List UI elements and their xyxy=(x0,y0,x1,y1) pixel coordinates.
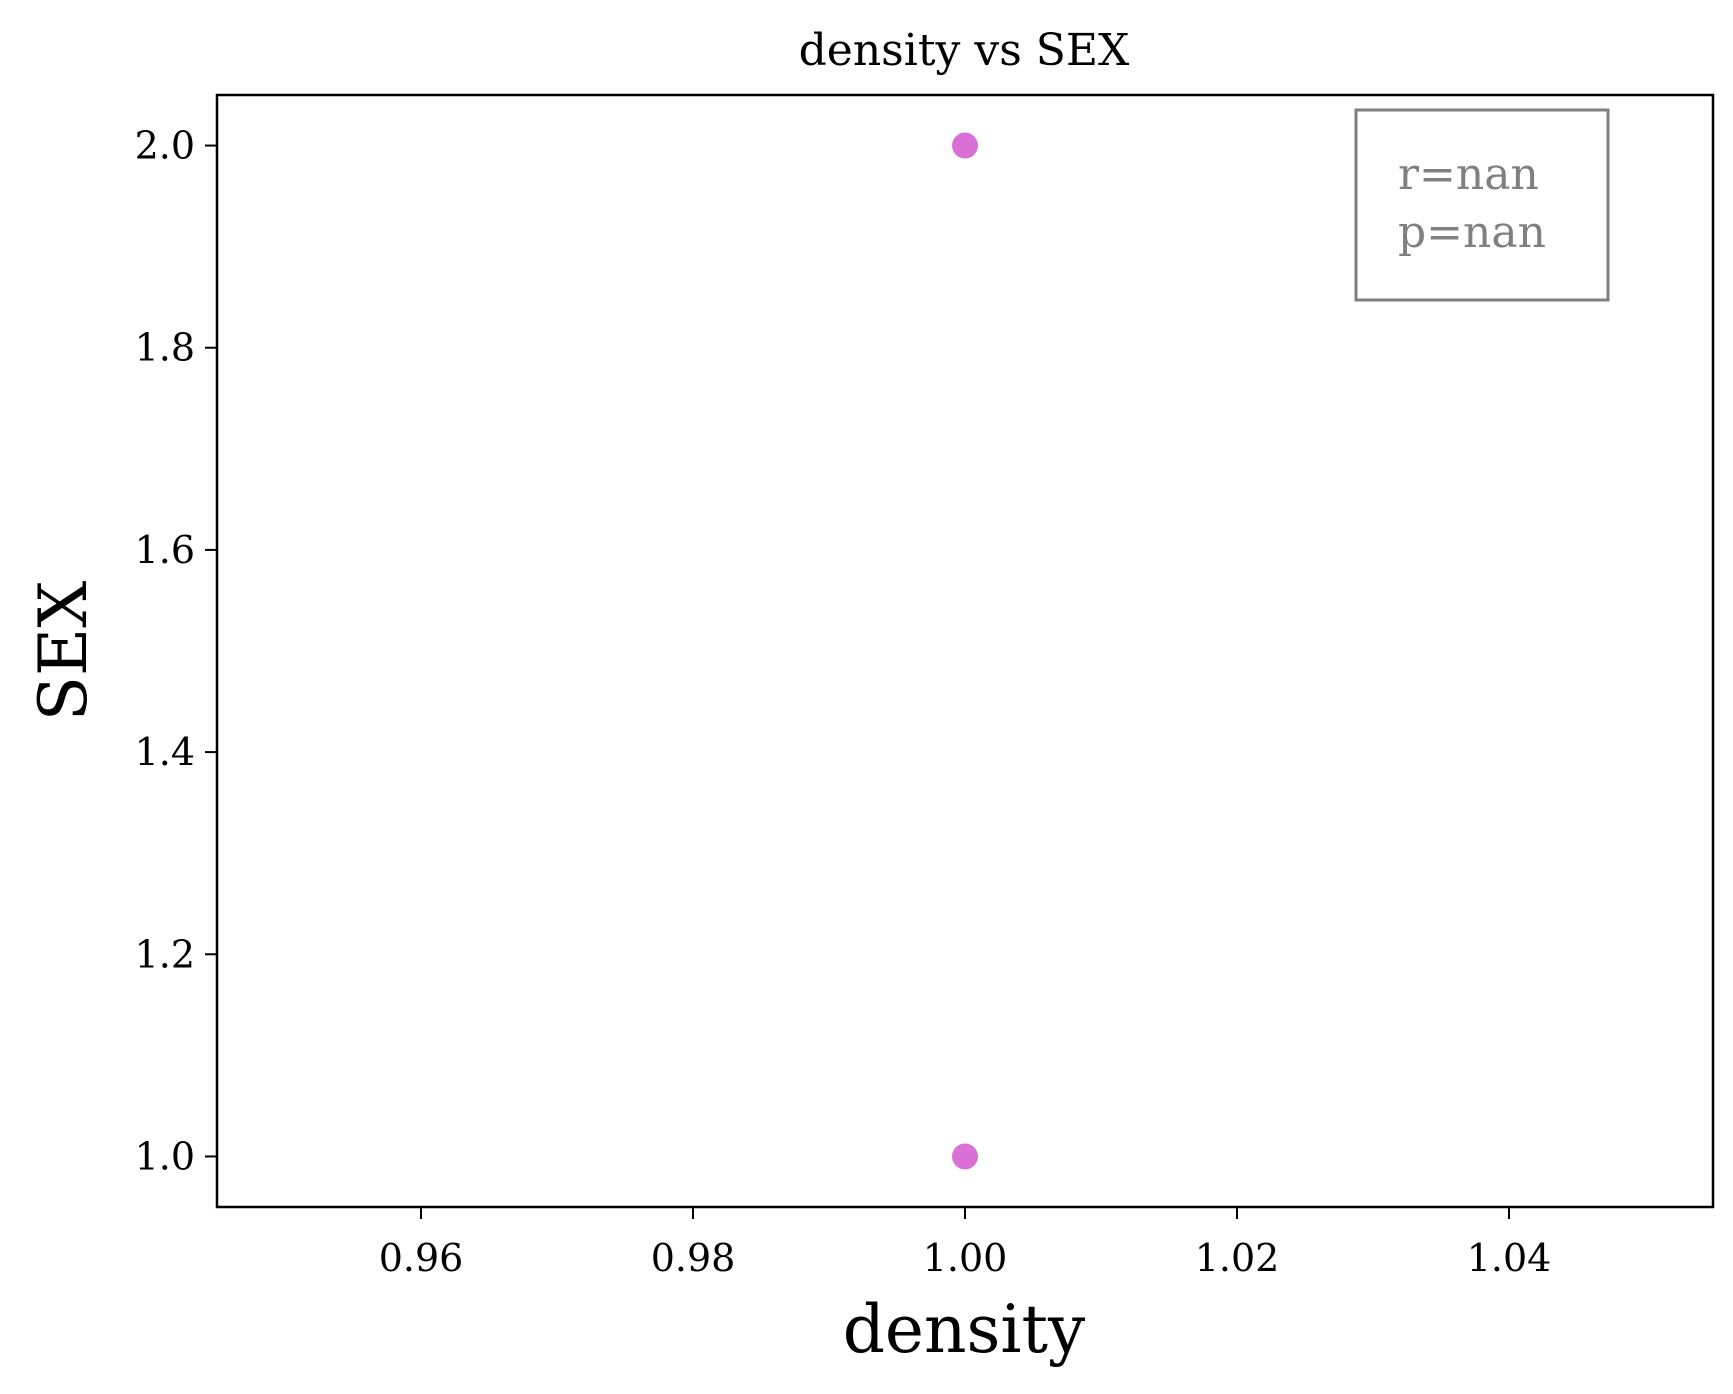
x-axis-label: density xyxy=(843,1291,1086,1368)
y-tick-label: 1.4 xyxy=(135,730,195,774)
y-axis: 1.0 1.2 1.4 1.6 1.8 2.0 xyxy=(135,124,217,1178)
y-tick-label: 1.0 xyxy=(135,1134,195,1178)
x-tick-label: 1.04 xyxy=(1467,1236,1552,1280)
stats-annotation-p: p=nan xyxy=(1398,207,1546,258)
y-tick-label: 2.0 xyxy=(135,124,195,168)
stats-annotation: r=nan p=nan xyxy=(1354,108,1610,302)
x-tick-label: 0.98 xyxy=(651,1236,736,1280)
data-point xyxy=(952,132,978,159)
y-axis-label: SEX xyxy=(25,581,102,721)
y-tick-label: 1.6 xyxy=(135,528,195,572)
x-tick-label: 0.96 xyxy=(379,1236,464,1280)
x-tick-label: 1.00 xyxy=(923,1236,1008,1280)
x-axis: 0.96 0.98 1.00 1.02 1.04 xyxy=(379,1207,1552,1280)
y-tick-label: 1.8 xyxy=(135,326,195,370)
scatter-points xyxy=(952,132,978,1170)
stats-annotation-border xyxy=(1354,108,1610,302)
y-tick-label: 1.2 xyxy=(135,932,195,976)
chart-title: density vs SEX xyxy=(799,25,1130,76)
stats-annotation-r: r=nan xyxy=(1398,149,1539,200)
data-point xyxy=(952,1143,978,1170)
x-tick-label: 1.02 xyxy=(1195,1236,1280,1280)
